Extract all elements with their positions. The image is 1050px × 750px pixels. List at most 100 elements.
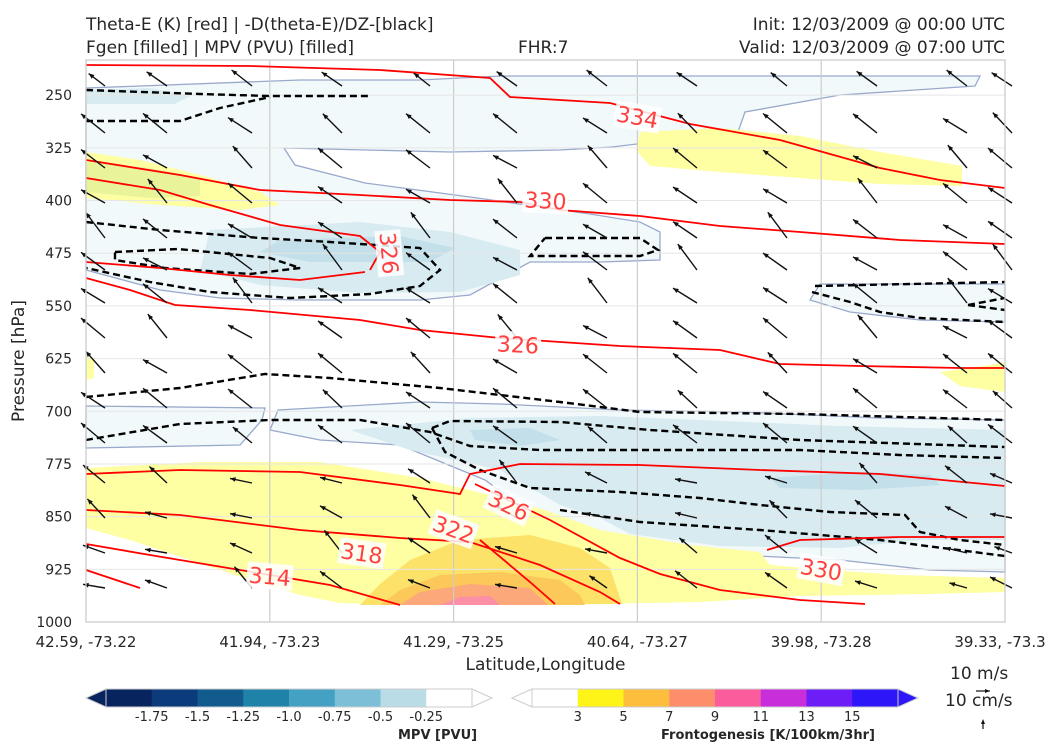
colorbar-segment [669,689,716,707]
colorbar-tick-label: -0.25 [409,710,444,725]
wind-arrow-head [406,318,412,324]
wind-arrow [674,511,698,519]
wind-arrow-head [763,391,769,397]
wind-arrow-head [765,572,771,578]
x-tick-label: 41.94, -73.23 [219,633,320,651]
ddz-contour-line [431,419,1006,449]
wind-arrow-head [493,283,499,289]
wind-arrow [762,252,788,271]
wind-arrow [227,116,253,134]
wind-arrow [232,426,253,444]
wind-arrow [678,537,698,554]
wind-arrow-head [675,511,681,517]
wind-arrow [852,113,878,134]
mpv-colorbar-label: MPV [PVU] [398,728,478,743]
wind-arrow [767,211,788,239]
wind-arrow [858,462,878,484]
y-tick-label: 250 [45,88,72,104]
wind-arrow [764,475,788,484]
wind-arrow-head [587,277,594,284]
y-tick-label: 400 [45,194,72,210]
wind-arrow-head [324,530,330,537]
wind-arrow [231,69,253,87]
y-tick-label: 475 [45,246,72,262]
wind-arrow-head [228,117,234,123]
wind-arrow [229,477,253,484]
wind-arrow [80,113,106,134]
wind-arrow [319,570,343,589]
wind-arrow [942,182,968,204]
wind-arrow-head [853,358,859,364]
wind-arrow-head [143,218,149,225]
wind-arrow-head [145,511,151,516]
wind-arrow-head [853,155,859,161]
wind-arrow-head [145,547,151,553]
wind-arrow [229,542,253,554]
wind-arrow [672,147,698,169]
wind-arrow-head [585,471,591,477]
y-tick-label: 550 [45,299,72,315]
wind-arrow-head [583,183,589,189]
wind-arrow-head [676,72,683,78]
wind-arrow [764,571,788,589]
theta-e-label-bg [374,229,405,278]
wind-arrow [405,149,431,169]
wind-arrow [227,182,253,204]
theta-e-label-bg [337,537,387,570]
colorbar-segment [334,689,381,707]
wind-arrow [852,358,878,374]
filled-region [940,362,1005,392]
wind-arrow [942,325,968,339]
wind-arrow-head [149,466,156,472]
theta-e-label-bg [521,186,570,215]
wind-arrow-head [943,251,949,257]
wind-arrow-head [856,71,863,77]
wind-arrow [942,117,968,134]
wind-arrow-head [408,468,414,474]
wind-arrow-head [943,118,949,124]
wind-arrow [852,218,878,239]
wind-arrow [144,579,168,589]
wind-arrow-head [410,351,417,358]
wind-arrow [947,425,968,444]
wind-arrow-head [408,579,414,584]
theta-e-contour-line [85,261,366,281]
wind-arrow [142,112,168,134]
wind-arrow-head [855,500,861,506]
wind-arrow [987,287,1013,304]
wind-arrow [854,499,878,519]
wind-arrow-head [673,353,679,359]
wind-arrow [142,358,168,374]
filled-region [400,584,548,605]
wind-arrow [762,422,788,444]
wind-arrow [582,223,608,239]
wind-arrow-head [320,571,326,577]
wind-arrow-head [988,288,994,294]
theta-e-label-bg [796,552,847,587]
wind-arrow-head [994,546,1001,551]
wind-arrow-head [318,186,324,192]
wind-arrow-head [677,390,684,396]
wind-arrow-head [143,257,149,263]
theta-e-contour-label: 314 [248,564,292,593]
filled-region [470,428,560,446]
valid-time: Valid: 12/03/2009 @ 07:00 UTC [739,38,1005,58]
wind-arrow [582,324,608,339]
wind-arrow-head [585,511,591,517]
colorbar-arrow [510,688,533,708]
wind-arrow [144,511,168,519]
theta-e-contour-label: 330 [524,188,567,215]
wind-arrow-head [406,423,412,429]
wind-arrow-head [493,155,499,160]
wind-arrow [942,353,968,374]
colorbar-tick-label: 15 [843,710,861,725]
theta-e-contours [85,64,1006,606]
wind-arrow-head [228,223,234,229]
y-tick-label: 625 [45,352,72,368]
wind-arrow-head [853,256,859,262]
wind-arrow-head [992,244,998,250]
wind-arrow [942,251,968,271]
wind-arrow-head [765,475,771,481]
wind-arrow [852,282,878,304]
wind-arrow [405,422,431,444]
